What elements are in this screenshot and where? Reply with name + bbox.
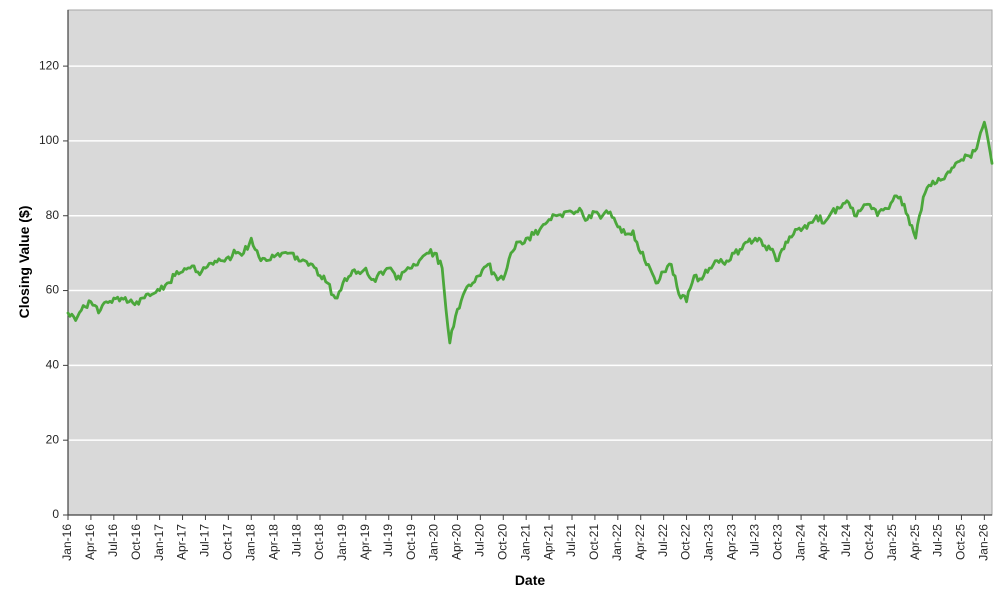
svg-text:40: 40 [46, 358, 60, 372]
y-axis-title: Closing Value ($) [16, 205, 32, 319]
svg-text:Oct-19: Oct-19 [404, 524, 418, 560]
y-axis-ticks: 0 20 40 60 80 100 120 [39, 58, 68, 521]
svg-text:Jan-20: Jan-20 [427, 524, 441, 561]
svg-text:Jan-17: Jan-17 [152, 524, 166, 561]
svg-text:Jan-23: Jan-23 [702, 524, 716, 561]
svg-text:Oct-25: Oct-25 [954, 524, 968, 560]
svg-text:Oct-16: Oct-16 [129, 524, 143, 560]
x-axis-title: Date [514, 572, 546, 588]
svg-text:Jan-25: Jan-25 [885, 524, 899, 561]
svg-text:Apr-20: Apr-20 [450, 524, 464, 560]
svg-text:Apr-22: Apr-22 [633, 524, 647, 560]
svg-text:Jul-17: Jul-17 [198, 524, 212, 557]
svg-text:Oct-24: Oct-24 [862, 524, 876, 560]
svg-text:Apr-23: Apr-23 [725, 524, 739, 560]
svg-text:Apr-24: Apr-24 [816, 524, 830, 560]
svg-text:60: 60 [46, 283, 60, 297]
svg-text:Jul-25: Jul-25 [931, 524, 945, 557]
svg-text:Apr-16: Apr-16 [83, 524, 97, 560]
svg-text:Jan-18: Jan-18 [243, 524, 257, 561]
svg-text:Oct-22: Oct-22 [679, 524, 693, 560]
svg-text:Jan-19: Jan-19 [335, 524, 349, 561]
svg-text:20: 20 [46, 432, 60, 446]
svg-text:Apr-21: Apr-21 [541, 524, 555, 560]
svg-text:Oct-21: Oct-21 [587, 524, 601, 560]
x-axis-ticks: Jan-16 Apr-16 Jul-16 Oct-16 Jan-17 Apr-17 Jul-… [60, 515, 991, 561]
svg-text:Jul-16: Jul-16 [106, 524, 120, 557]
svg-text:Oct-17: Oct-17 [221, 524, 235, 560]
svg-text:Apr-25: Apr-25 [908, 524, 922, 560]
closing-value-line [66, 120, 994, 345]
svg-text:Jan-21: Jan-21 [518, 524, 532, 561]
svg-text:Apr-19: Apr-19 [358, 524, 372, 560]
svg-text:Jul-24: Jul-24 [839, 524, 853, 557]
svg-text:Jan-24: Jan-24 [793, 524, 807, 561]
svg-text:Jul-18: Jul-18 [289, 524, 303, 557]
svg-text:Oct-23: Oct-23 [770, 524, 784, 560]
svg-text:0: 0 [52, 507, 59, 521]
svg-text:100: 100 [39, 133, 59, 147]
svg-text:120: 120 [39, 58, 59, 72]
svg-text:Oct-18: Oct-18 [312, 524, 326, 560]
svg-text:Jan-16: Jan-16 [60, 524, 74, 561]
svg-text:Jul-23: Jul-23 [747, 524, 761, 557]
svg-text:Jul-19: Jul-19 [381, 524, 395, 557]
svg-text:Jul-22: Jul-22 [656, 524, 670, 557]
gridlines [68, 65, 992, 441]
svg-text:Apr-18: Apr-18 [266, 524, 280, 560]
svg-text:Jan-22: Jan-22 [610, 524, 624, 561]
svg-text:Apr-17: Apr-17 [175, 524, 189, 560]
svg-text:Jul-20: Jul-20 [473, 524, 487, 557]
svg-text:Jan-26: Jan-26 [977, 524, 991, 561]
svg-text:80: 80 [46, 208, 60, 222]
plot-area [67, 9, 993, 516]
svg-text:Oct-20: Oct-20 [495, 524, 509, 560]
svg-text:Jul-21: Jul-21 [564, 524, 578, 557]
